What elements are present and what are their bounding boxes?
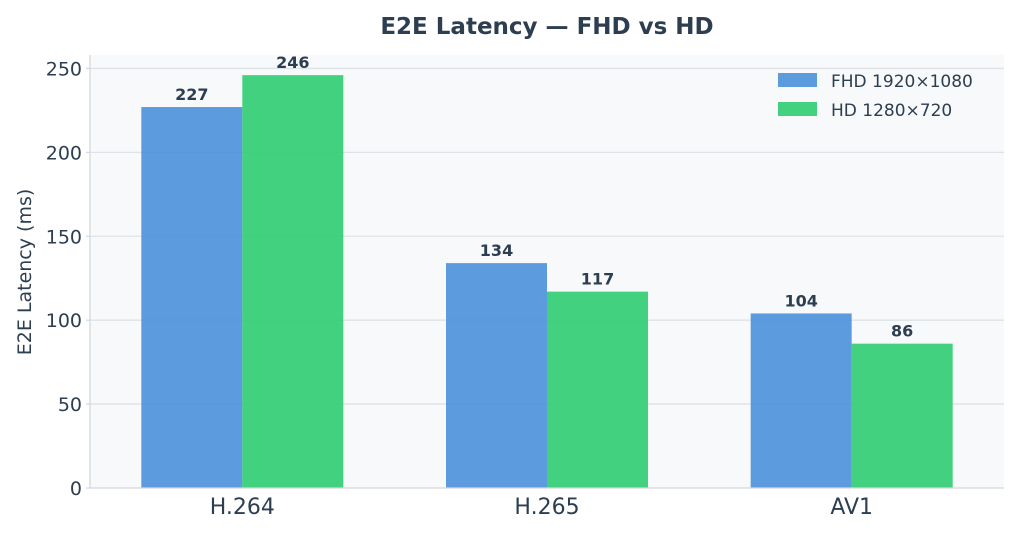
axes — [89, 55, 1004, 489]
data-label: 104 — [784, 291, 817, 310]
data-label: 246 — [276, 53, 309, 72]
legend: FHD 1920×1080 HD 1280×720 — [778, 72, 973, 121]
x-tick-label: AV1 — [830, 495, 873, 520]
bars — [141, 75, 953, 489]
legend-label: FHD 1920×1080 — [831, 72, 973, 92]
y-tick-label: 200 — [46, 142, 82, 164]
bar — [446, 263, 547, 488]
bar — [141, 107, 243, 488]
y-tick-label: 100 — [46, 310, 82, 332]
bar — [851, 343, 953, 488]
y-tick-label: 50 — [58, 394, 82, 416]
bar — [750, 313, 852, 488]
data-label: 134 — [480, 241, 513, 260]
x-tick-label: H.264 — [210, 495, 275, 520]
legend-label: HD 1280×720 — [831, 101, 952, 121]
data-label: 227 — [175, 85, 208, 104]
data-label: 117 — [581, 270, 614, 289]
chart-title: E2E Latency — FHD vs HD — [380, 14, 713, 40]
x-tick-label: H.265 — [514, 495, 579, 520]
legend-swatch — [778, 73, 817, 87]
y-tick-label: 0 — [70, 478, 82, 500]
y-tick-label: 150 — [46, 226, 82, 248]
y-tick-label: 250 — [46, 58, 82, 80]
bar — [547, 291, 648, 488]
data-label: 86 — [891, 322, 913, 341]
legend-swatch — [778, 102, 817, 116]
bar — [242, 75, 344, 489]
x-axis-ticks: H.264 H.265 AV1 — [210, 495, 873, 520]
y-axis-label: E2E Latency (ms) — [14, 189, 36, 356]
data-labels: 227 246 134 117 104 86 — [175, 53, 913, 341]
y-axis-ticks: 0 50 100 150 200 250 — [46, 58, 90, 500]
